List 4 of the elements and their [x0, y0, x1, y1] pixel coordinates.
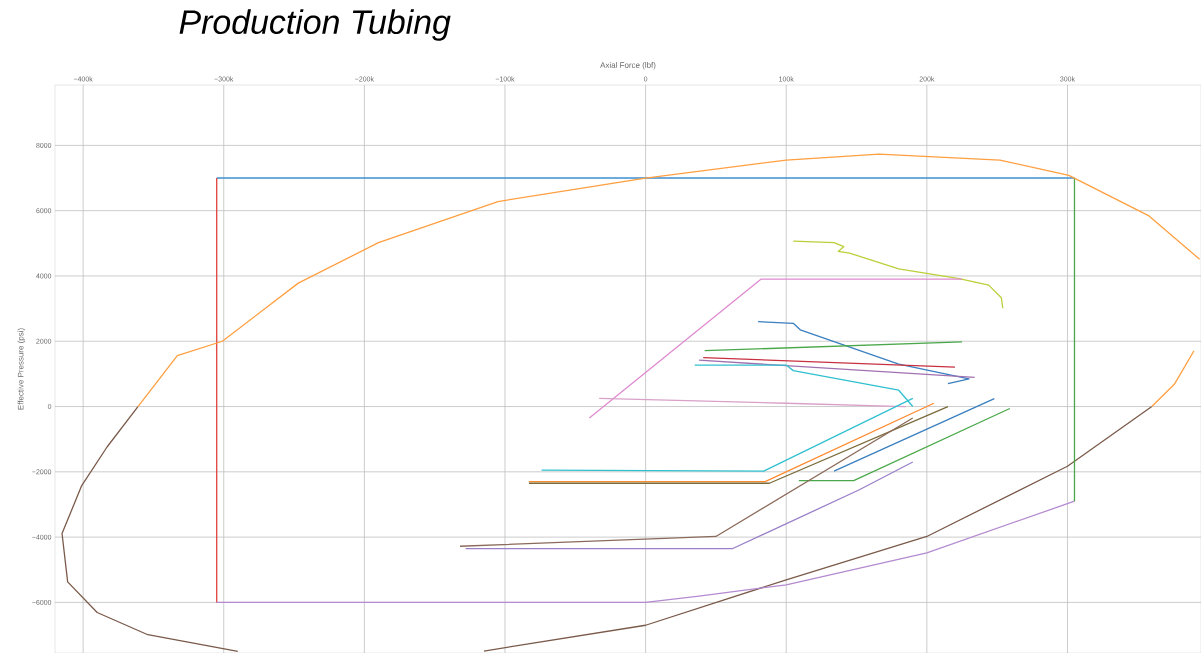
line-series [792, 240, 1004, 309]
chart-title: Production Tubing [179, 9, 451, 41]
line-series [757, 321, 970, 385]
line-series [216, 500, 1076, 604]
